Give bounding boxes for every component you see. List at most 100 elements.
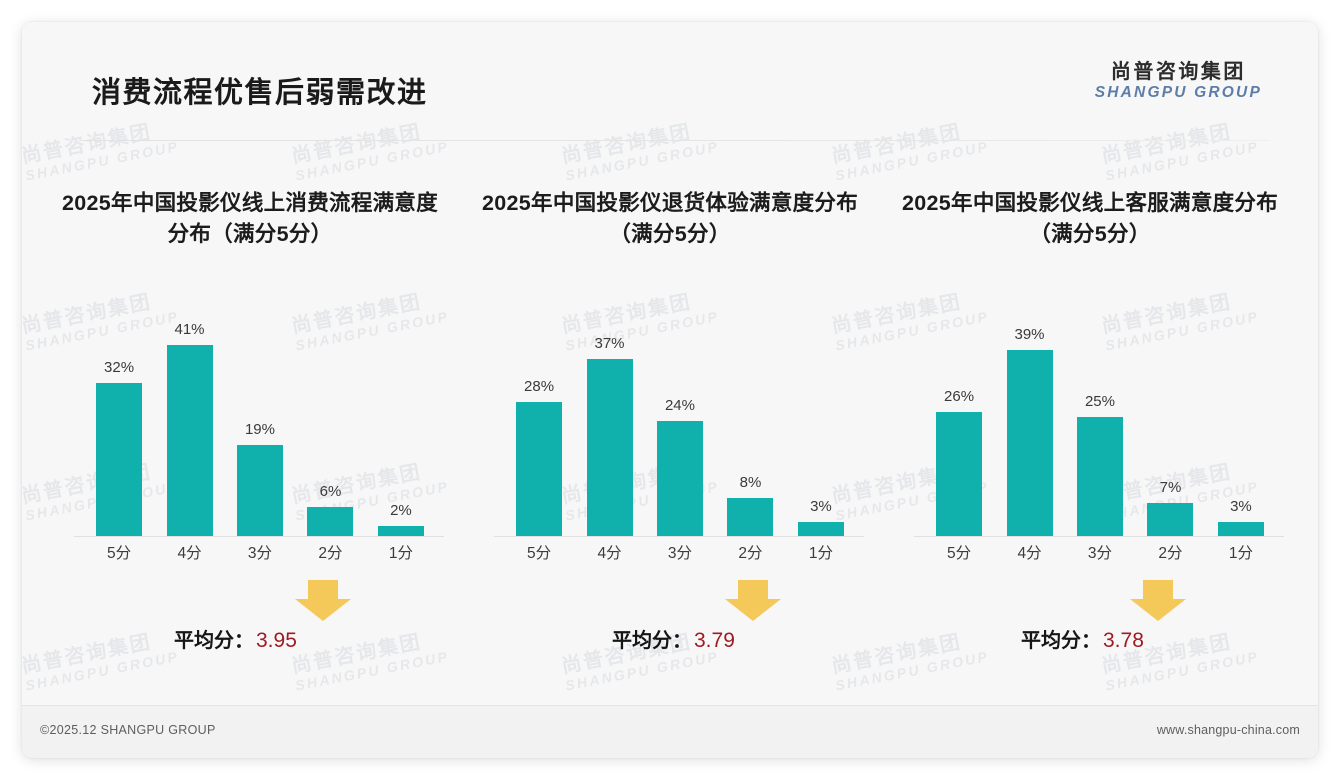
bar-value-label: 3% (1230, 497, 1252, 515)
bar (727, 497, 774, 536)
bar-value-label: 3% (810, 497, 832, 515)
bar-chart-plot: 28% 37% 24% 8% 3% 5分 4分 3分 2分 1分 (494, 302, 864, 567)
bar-item: 24% (647, 321, 713, 536)
bar-item: 3% (1208, 321, 1274, 536)
x-axis-tick-label: 5分 (946, 545, 972, 562)
bar-item: 2% (368, 321, 434, 536)
chart-title: 2025年中国投影仪线上消费流程满意度分布（满分5分） (61, 191, 439, 246)
bar-item: 28% (506, 321, 572, 536)
bar (936, 411, 983, 536)
bar-value-label: 24% (664, 397, 695, 415)
average-score: 平均分：3.95 (174, 624, 297, 653)
x-axis-labels: 5分 4分 3分 2分 1分 (506, 541, 854, 567)
bar-value-label: 39% (1014, 325, 1045, 343)
chart-title: 2025年中国投影仪退货体验满意度分布（满分5分） (481, 191, 859, 246)
bar (586, 359, 633, 536)
bar-item: 6% (297, 321, 363, 536)
slide-footer: ©2025.12 SHANGPU GROUP www.shangpu-china… (22, 705, 1318, 758)
average-score: 平均分：3.78 (1021, 624, 1144, 653)
bar-item: 41% (156, 321, 222, 536)
bar-item: 8% (717, 321, 783, 536)
bar (377, 526, 424, 536)
x-axis-tick-label: 4分 (1017, 545, 1042, 562)
bar (96, 383, 143, 536)
x-axis-tick-label: 5分 (106, 545, 132, 562)
x-axis-tick-label: 1分 (388, 545, 413, 562)
bar-value-label: 37% (594, 335, 625, 353)
x-axis-tick-label: 4分 (597, 545, 622, 562)
average-value: 3.95 (256, 629, 297, 652)
average-value: 3.78 (1103, 629, 1144, 652)
chart-title: 2025年中国投影仪线上客服满意度分布（满分5分） (901, 191, 1279, 246)
down-arrow-icon (295, 580, 351, 621)
bar-chart-plot: 32% 41% 19% 6% 2% 5分 4分 3分 2分 1分 (74, 302, 444, 567)
slide: 尚普咨询集团 SHANGPU GROUP 尚普咨询集团 SHANGPU GROUP 尚普… (22, 22, 1318, 758)
bar (516, 402, 563, 536)
bar-chart-plot: 26% 39% 25% 7% 3% 5分 4分 3分 2分 1分 (914, 302, 1284, 567)
bar (797, 521, 844, 536)
logo-chinese-text: 尚普咨询集团 (1110, 61, 1246, 84)
footer-website[interactable]: www.shangpu-china.com (1156, 723, 1300, 737)
bar-value-label: 26% (944, 387, 975, 405)
header-divider (82, 140, 1270, 141)
bar-item: 3% (788, 321, 854, 536)
bar-item: 25% (1067, 321, 1133, 536)
bar-group: 26% 39% 25% 7% 3% (926, 321, 1274, 536)
x-axis-tick-label: 3分 (247, 545, 273, 562)
bar (1147, 502, 1194, 536)
average-block: 平均分：3.78 (880, 580, 1300, 670)
bar-item: 37% (576, 321, 642, 536)
average-block: 平均分：3.79 (460, 580, 880, 670)
down-arrow-icon (1130, 580, 1186, 621)
bar (166, 345, 213, 536)
bar (307, 507, 354, 536)
brand-logo: 尚普咨询集团 SHANGPU GROUP (1095, 61, 1262, 103)
x-axis-labels: 5分 4分 3分 2分 1分 (926, 541, 1274, 567)
page-title: 消费流程优售后弱需改进 (92, 77, 428, 109)
bar-group: 28% 37% 24% 8% 3% (506, 321, 854, 536)
bar-item: 7% (1137, 321, 1203, 536)
x-axis-labels: 5分 4分 3分 2分 1分 (86, 541, 434, 567)
x-axis-tick-label: 3分 (1087, 545, 1113, 562)
x-axis-tick-label: 3分 (667, 545, 693, 562)
bar-group: 32% 41% 19% 6% 2% (86, 321, 434, 536)
x-axis-tick-label: 2分 (318, 545, 343, 562)
chart-panel-consumption-flow: 2025年中国投影仪线上消费流程满意度分布（满分5分） 32% 41% 19% 6% 2… (40, 172, 460, 672)
bar-value-label: 2% (390, 502, 412, 520)
bar-item: 19% (227, 321, 293, 536)
average-label: 平均分： (174, 630, 254, 652)
footer-copyright: ©2025.12 SHANGPU GROUP (40, 723, 216, 737)
chart-panel-customer-service: 2025年中国投影仪线上客服满意度分布（满分5分） 26% 39% 25% 7% 3% … (880, 172, 1300, 672)
x-axis-tick-label: 2分 (738, 545, 763, 562)
bar-value-label: 7% (1159, 478, 1182, 496)
bar (1076, 416, 1123, 536)
average-score: 平均分：3.79 (612, 624, 735, 653)
slide-header: 消费流程优售后弱需改进 尚普咨询集团 SHANGPU GROUP (22, 22, 1318, 142)
x-axis-line (74, 536, 444, 537)
bar-item: 32% (86, 321, 152, 536)
bar (656, 421, 703, 536)
x-axis-tick-label: 2分 (1158, 545, 1183, 562)
bar-item: 39% (996, 321, 1062, 536)
logo-english-text: SHANGPU GROUP (1094, 84, 1262, 102)
bar-value-label: 32% (104, 359, 135, 377)
bar-value-label: 25% (1084, 392, 1115, 410)
charts-container: 2025年中国投影仪线上消费流程满意度分布（满分5分） 32% 41% 19% 6% 2… (40, 172, 1300, 672)
bar-value-label: 28% (524, 378, 555, 396)
x-axis-line (494, 536, 864, 537)
average-value: 3.79 (694, 629, 735, 652)
average-block: 平均分：3.95 (40, 580, 460, 670)
bar-value-label: 19% (244, 421, 275, 439)
bar-value-label: 6% (319, 483, 342, 501)
bar (1006, 349, 1053, 536)
bar (1217, 521, 1264, 536)
x-axis-line (914, 536, 1284, 537)
bar-value-label: 41% (174, 321, 205, 338)
chart-panel-return-experience: 2025年中国投影仪退货体验满意度分布（满分5分） 28% 37% 24% 8% 3% … (460, 172, 880, 672)
x-axis-tick-label: 1分 (1228, 545, 1253, 562)
bar-value-label: 8% (739, 473, 762, 491)
average-label: 平均分： (1021, 630, 1101, 652)
average-label: 平均分： (612, 630, 692, 652)
x-axis-tick-label: 1分 (808, 545, 833, 562)
bar (236, 445, 283, 536)
